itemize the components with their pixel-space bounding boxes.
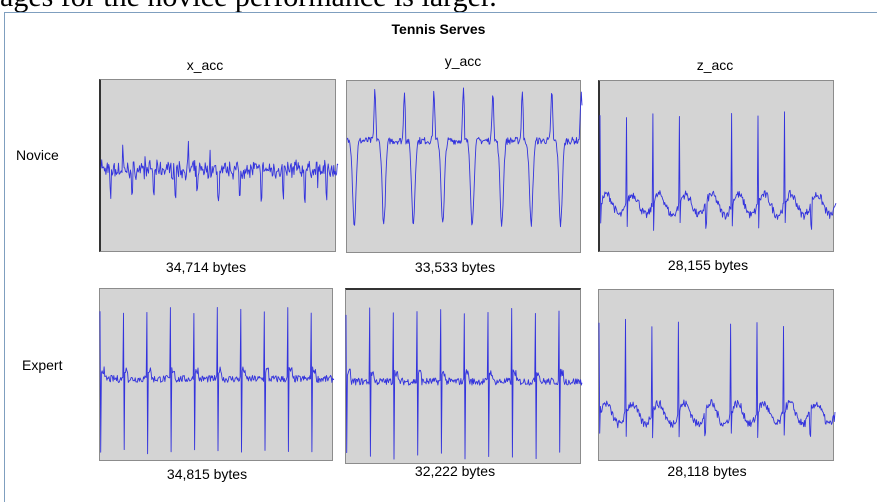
waveform-novice-x-acc <box>100 140 339 203</box>
size-label-expert-z-acc: 28,118 bytes <box>667 463 747 479</box>
column-label-y-acc: y_acc <box>444 53 482 69</box>
column-label-x-acc: x_acc <box>186 57 224 73</box>
size-label-novice-z-acc: 28,155 bytes <box>667 257 749 273</box>
column-label-z-acc: z_acc <box>696 57 734 73</box>
size-label-novice-y-acc: 33,533 bytes <box>414 259 496 275</box>
size-label-novice-x-acc: 34,714 bytes <box>165 259 247 275</box>
panel-novice-y-acc <box>346 80 583 253</box>
panel-expert-z-acc <box>598 289 836 461</box>
header-text: ages for the novice performance is large… <box>0 0 497 14</box>
waveform-line <box>100 140 339 203</box>
size-label-expert-y-acc: 32,222 bytes <box>414 463 496 479</box>
panel-novice-x-acc <box>99 79 339 252</box>
waveform-line <box>598 318 836 439</box>
figure-frame <box>4 12 877 502</box>
waveform-line <box>345 307 583 460</box>
row-label-expert: Expert <box>22 357 63 373</box>
panel-expert-y-acc <box>345 288 583 464</box>
waveform-expert-z-acc <box>598 318 836 439</box>
size-label-expert-x-acc: 34,815 bytes <box>166 466 248 482</box>
panel-expert-x-acc <box>99 288 335 461</box>
panel-novice-z-acc <box>598 80 837 252</box>
row-label-novice: Novice <box>16 147 59 163</box>
waveform-expert-x-acc <box>99 307 335 455</box>
waveform-line <box>346 87 583 228</box>
waveform-novice-z-acc <box>599 111 837 231</box>
waveform-line <box>599 111 837 231</box>
waveform-expert-y-acc <box>345 307 583 460</box>
chart-title: Tennis Serves <box>391 21 486 37</box>
waveform-line <box>99 307 335 455</box>
waveform-novice-y-acc <box>346 87 583 228</box>
